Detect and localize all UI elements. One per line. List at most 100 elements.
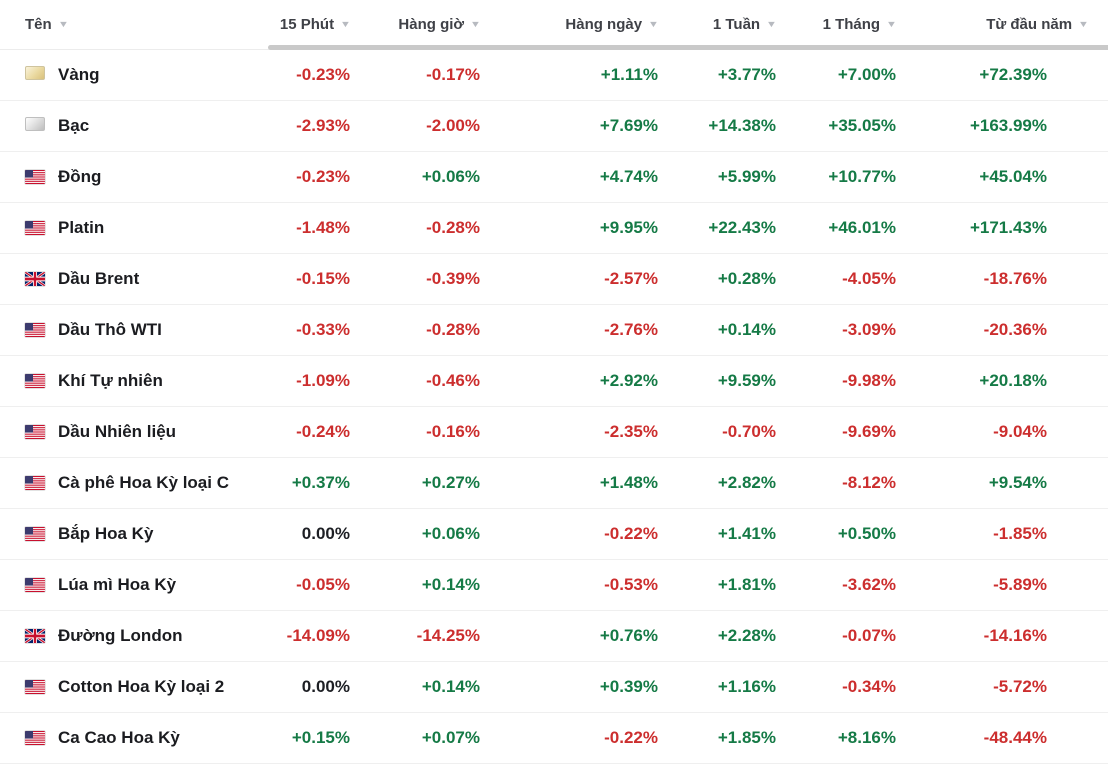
value-cell: -4.05%	[842, 269, 896, 288]
commodity-name: Platin	[58, 218, 105, 237]
commodity-icon	[25, 272, 45, 286]
commodity-icon	[25, 65, 45, 85]
column-header-4[interactable]: 1 Tuần ▼	[670, 16, 788, 33]
value-cell: +1.85%	[717, 728, 776, 747]
value-cell: +72.39%	[979, 65, 1047, 84]
table-row[interactable]: Cotton Hoa Kỳ loại 2 0.00% +0.14% +0.39% +1…	[0, 662, 1108, 713]
column-header-6[interactable]: Từ đầu năm ▼	[908, 16, 1108, 33]
commodity-name-cell[interactable]: Ca Cao Hoa Kỳ	[0, 728, 270, 748]
table-row[interactable]: Ca Cao Hoa Kỳ +0.15% +0.07% -0.22% +1.85% +8…	[0, 713, 1108, 764]
commodity-name-cell[interactable]: Dầu Brent	[0, 269, 270, 289]
commodity-name: Bạc	[58, 116, 90, 135]
commodity-icon	[25, 476, 45, 490]
value-cell: +163.99%	[969, 116, 1047, 135]
commodity-name-cell[interactable]: Dầu Thô WTI	[0, 320, 270, 340]
value-cell: +0.50%	[837, 524, 896, 543]
column-header-name[interactable]: Tên ▼	[0, 16, 270, 33]
value-cell: +5.99%	[717, 167, 776, 186]
value-cell: -0.23%	[296, 65, 350, 84]
value-cell: -14.16%	[983, 626, 1047, 645]
value-cell: -5.89%	[993, 575, 1047, 594]
value-cell: -0.34%	[842, 677, 896, 696]
column-header-1[interactable]: 15 Phút ▼	[270, 16, 362, 33]
commodity-name: Dầu Brent	[58, 269, 140, 288]
gold-bar-icon	[25, 65, 45, 80]
column-header-label: Hàng giờ	[398, 16, 465, 33]
value-cell: +0.06%	[421, 524, 480, 543]
commodity-name-cell[interactable]: Bạc	[0, 116, 270, 136]
us-flag-icon	[25, 476, 45, 490]
table-row[interactable]: Khí Tự nhiên -1.09% -0.46% +2.92% +9.59% -9.…	[0, 356, 1108, 407]
commodity-name-cell[interactable]: Platin	[0, 218, 270, 238]
us-flag-icon	[25, 170, 45, 184]
table-row[interactable]: Dầu Nhiên liệu -0.24% -0.16% -2.35% -0.70% -…	[0, 407, 1108, 458]
commodity-name-cell[interactable]: Vàng	[0, 65, 270, 85]
value-cell: -3.09%	[842, 320, 896, 339]
value-cell: -9.98%	[842, 371, 896, 390]
value-cell: +14.38%	[708, 116, 776, 135]
value-cell: -0.46%	[426, 371, 480, 390]
commodity-icon	[25, 629, 45, 643]
commodity-name-cell[interactable]: Cotton Hoa Kỳ loại 2	[0, 677, 270, 697]
value-cell: +0.15%	[291, 728, 350, 747]
table-row[interactable]: Vàng -0.23% -0.17% +1.11% +3.77% +7.00% +72.3…	[0, 50, 1108, 101]
table-row[interactable]: Lúa mì Hoa Kỳ -0.05% +0.14% -0.53% +1.81% -3…	[0, 560, 1108, 611]
value-cell: -0.15%	[296, 269, 350, 288]
value-cell: -2.93%	[296, 116, 350, 135]
commodity-name-cell[interactable]: Bắp Hoa Kỳ	[0, 524, 270, 544]
us-flag-icon	[25, 323, 45, 337]
commodity-icon	[25, 425, 45, 439]
value-cell: 0.00%	[301, 677, 350, 696]
table-row[interactable]: Bạc -2.93% -2.00% +7.69% +14.38% +35.05% +163…	[0, 101, 1108, 152]
us-flag-icon	[25, 374, 45, 388]
table-row[interactable]: Dầu Thô WTI -0.33% -0.28% -2.76% +0.14% -3.0…	[0, 305, 1108, 356]
value-cell: +10.77%	[828, 167, 896, 186]
sort-arrow-icon: ▼	[339, 19, 352, 29]
table-row[interactable]: Đường London -14.09% -14.25% +0.76% +2.28% -…	[0, 611, 1108, 662]
value-cell: +9.59%	[717, 371, 776, 390]
table-row[interactable]: Cà phê Hoa Kỳ loại C +0.37% +0.27% +1.48% +…	[0, 458, 1108, 509]
commodity-name-cell[interactable]: Cà phê Hoa Kỳ loại C	[0, 473, 270, 493]
table-row[interactable]: Bắp Hoa Kỳ 0.00% +0.06% -0.22% +1.41% +0.50%…	[0, 509, 1108, 560]
value-cell: +7.00%	[837, 65, 896, 84]
sort-arrow-icon: ▼	[469, 19, 482, 29]
horizontal-scrollbar[interactable]	[268, 45, 1108, 50]
value-cell: -2.57%	[604, 269, 658, 288]
value-cell: -18.76%	[983, 269, 1047, 288]
value-cell: +2.82%	[717, 473, 776, 492]
commodity-name: Dầu Thô WTI	[58, 320, 162, 339]
column-header-label: Từ đầu năm	[986, 16, 1073, 33]
commodity-name-cell[interactable]: Lúa mì Hoa Kỳ	[0, 575, 270, 595]
silver-bar-icon	[25, 116, 45, 131]
commodity-name: Khí Tự nhiên	[58, 371, 163, 390]
column-header-5[interactable]: 1 Tháng ▼	[788, 16, 908, 33]
table-row[interactable]: Platin -1.48% -0.28% +9.95% +22.43% +46.01% +…	[0, 203, 1108, 254]
commodity-name: Cotton Hoa Kỳ loại 2	[58, 677, 225, 696]
value-cell: -14.09%	[286, 626, 350, 645]
commodity-name: Lúa mì Hoa Kỳ	[58, 575, 177, 594]
value-cell: +0.27%	[421, 473, 480, 492]
value-cell: +0.39%	[599, 677, 658, 696]
commodity-icon	[25, 527, 45, 541]
commodity-name-cell[interactable]: Đường London	[0, 626, 270, 646]
table-row[interactable]: Đồng -0.23% +0.06% +4.74% +5.99% +10.77% +45.…	[0, 152, 1108, 203]
commodity-name: Cà phê Hoa Kỳ loại C	[58, 473, 229, 492]
value-cell: -0.39%	[426, 269, 480, 288]
commodity-name-cell[interactable]: Đồng	[0, 167, 270, 187]
value-cell: +9.95%	[599, 218, 658, 237]
commodity-icon	[25, 731, 45, 745]
commodity-icon	[25, 116, 45, 136]
value-cell: -1.85%	[993, 524, 1047, 543]
value-cell: -3.62%	[842, 575, 896, 594]
commodity-name-cell[interactable]: Dầu Nhiên liệu	[0, 422, 270, 442]
value-cell: +1.81%	[717, 575, 776, 594]
commodity-name-cell[interactable]: Khí Tự nhiên	[0, 371, 270, 391]
column-header-2[interactable]: Hàng giờ ▼	[362, 16, 492, 33]
value-cell: -2.00%	[426, 116, 480, 135]
value-cell: -0.33%	[296, 320, 350, 339]
value-cell: +0.14%	[421, 575, 480, 594]
us-flag-icon	[25, 425, 45, 439]
value-cell: -0.07%	[842, 626, 896, 645]
column-header-3[interactable]: Hàng ngày ▼	[492, 16, 670, 33]
table-row[interactable]: Dầu Brent -0.15% -0.39% -2.57% +0.28% -4.05%…	[0, 254, 1108, 305]
